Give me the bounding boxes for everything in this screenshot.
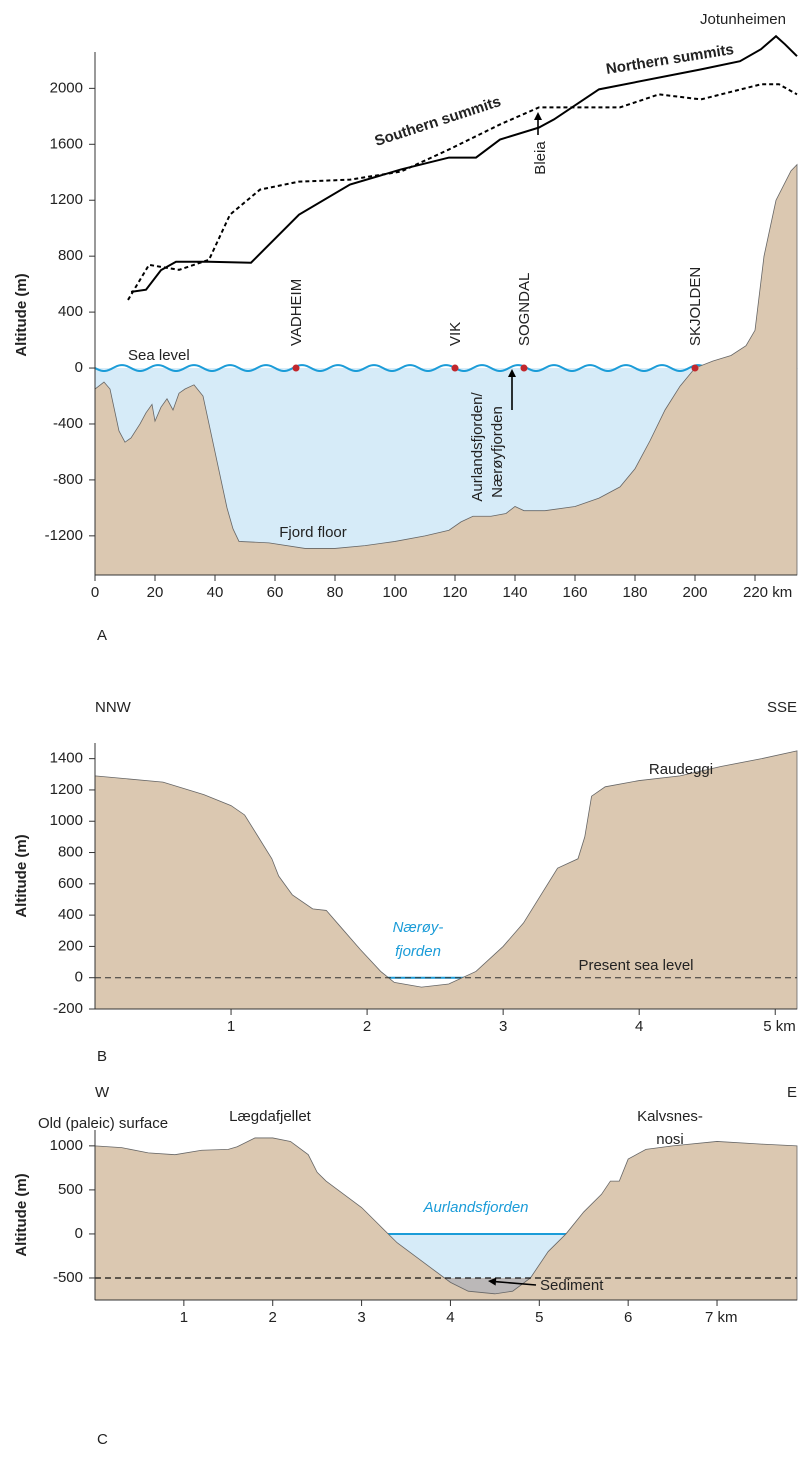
sea-level-line: [94, 364, 798, 372]
x-tick-label: 80: [327, 584, 344, 601]
y-tick-label: -800: [53, 471, 83, 488]
x-tick-label: 140: [502, 584, 527, 601]
arrow-head: [508, 369, 516, 377]
y-tick-label: 1000: [50, 812, 83, 829]
panel-label: C: [97, 1431, 108, 1448]
x-tick-label: 1: [180, 1309, 188, 1326]
y-tick-label: 800: [58, 843, 83, 860]
annotation: Bleia: [532, 141, 549, 175]
place-dot: [520, 364, 528, 372]
place-label: SKJOLDEN: [687, 267, 704, 346]
place-label: VADHEIM: [288, 279, 305, 346]
x-tick-label: 60: [267, 584, 284, 601]
panel-label: A: [97, 627, 107, 644]
sea-level-label: Sea level: [128, 347, 190, 364]
x-tick-label: 2: [269, 1309, 277, 1326]
direction-label: SSE: [767, 699, 797, 716]
direction-label: NNW: [95, 699, 132, 716]
y-axis-label: Altitude (m): [13, 1173, 30, 1256]
x-tick-label: 4: [635, 1018, 643, 1035]
place-name: Raudeggi: [649, 761, 713, 778]
place-dot: [451, 364, 459, 372]
direction-label: W: [95, 1084, 110, 1101]
y-tick-label: 1200: [50, 781, 83, 798]
x-tick-label: 7 km: [705, 1309, 738, 1326]
x-tick-label: 180: [622, 584, 647, 601]
y-tick-label: 200: [58, 937, 83, 954]
arrow-head: [534, 112, 542, 120]
annotation: Aurlandsfjorden/: [469, 392, 486, 502]
y-tick-label: 800: [58, 247, 83, 264]
water-label: fjorden: [395, 943, 441, 960]
y-tick-label: 600: [58, 875, 83, 892]
x-tick-label: 4: [446, 1309, 454, 1326]
arrow-head: [488, 1277, 497, 1286]
sea-level-label: Present sea level: [578, 957, 693, 974]
x-tick-label: 3: [357, 1309, 365, 1326]
x-tick-label: 1: [227, 1018, 235, 1035]
place-label: SOGNDAL: [516, 273, 533, 346]
panel-label: B: [97, 1048, 107, 1065]
x-tick-label: 160: [562, 584, 587, 601]
x-tick-label: 5 km: [763, 1018, 796, 1035]
x-tick-label: 6: [624, 1309, 632, 1326]
y-tick-label: 1200: [50, 191, 83, 208]
place-name: Lægdafjellet: [229, 1108, 312, 1125]
place-name: Kalvsnes-: [637, 1108, 703, 1125]
annotation: Fjord floor: [279, 524, 347, 541]
x-tick-label: 100: [382, 584, 407, 601]
y-tick-label: 1600: [50, 135, 83, 152]
x-tick-label: 200: [682, 584, 707, 601]
x-tick-label: 120: [442, 584, 467, 601]
annotation: Nærøyfjorden: [489, 406, 506, 498]
y-tick-label: -400: [53, 415, 83, 432]
y-tick-label: 0: [75, 359, 83, 376]
arrow-shaft: [495, 1280, 537, 1286]
x-tick-label: 2: [363, 1018, 371, 1035]
y-tick-label: 0: [75, 969, 83, 986]
terrain: [94, 1137, 798, 1301]
annotation: Jotunheimen: [700, 11, 786, 28]
terrain: [94, 163, 798, 576]
series-label: Southern summits: [373, 93, 503, 150]
y-tick-label: -500: [53, 1269, 83, 1286]
y-tick-label: -1200: [45, 527, 83, 544]
place-name: Old (paleic) surface: [38, 1115, 168, 1132]
x-tick-label: 40: [207, 584, 224, 601]
x-tick-label: 5: [535, 1309, 543, 1326]
y-tick-label: 400: [58, 906, 83, 923]
terrain: [94, 750, 798, 1010]
y-tick-label: 1400: [50, 750, 83, 767]
x-tick-label: 0: [91, 584, 99, 601]
y-tick-label: -200: [53, 1000, 83, 1017]
y-tick-label: 400: [58, 303, 83, 320]
y-tick-label: 2000: [50, 79, 83, 96]
summit-line: [130, 34, 798, 293]
x-tick-label: 220 km: [743, 584, 792, 601]
place-label: VIK: [447, 322, 464, 346]
place-dot: [691, 364, 699, 372]
water-label: Aurlandsfjorden: [422, 1199, 528, 1216]
series-label: Northern summits: [605, 41, 735, 78]
direction-label: E: [787, 1084, 797, 1101]
place-dot: [292, 364, 300, 372]
y-tick-label: 0: [75, 1225, 83, 1242]
x-tick-label: 3: [499, 1018, 507, 1035]
place-name: nosi: [656, 1131, 684, 1148]
summit-line: [127, 83, 798, 301]
y-axis-label: Altitude (m): [13, 834, 30, 917]
y-tick-label: 1000: [50, 1137, 83, 1154]
water-label: Nærøy-: [393, 919, 444, 936]
y-axis-label: Altitude (m): [13, 273, 30, 356]
x-tick-label: 20: [147, 584, 164, 601]
sediment-label: Sediment: [540, 1277, 604, 1294]
y-tick-label: 500: [58, 1181, 83, 1198]
